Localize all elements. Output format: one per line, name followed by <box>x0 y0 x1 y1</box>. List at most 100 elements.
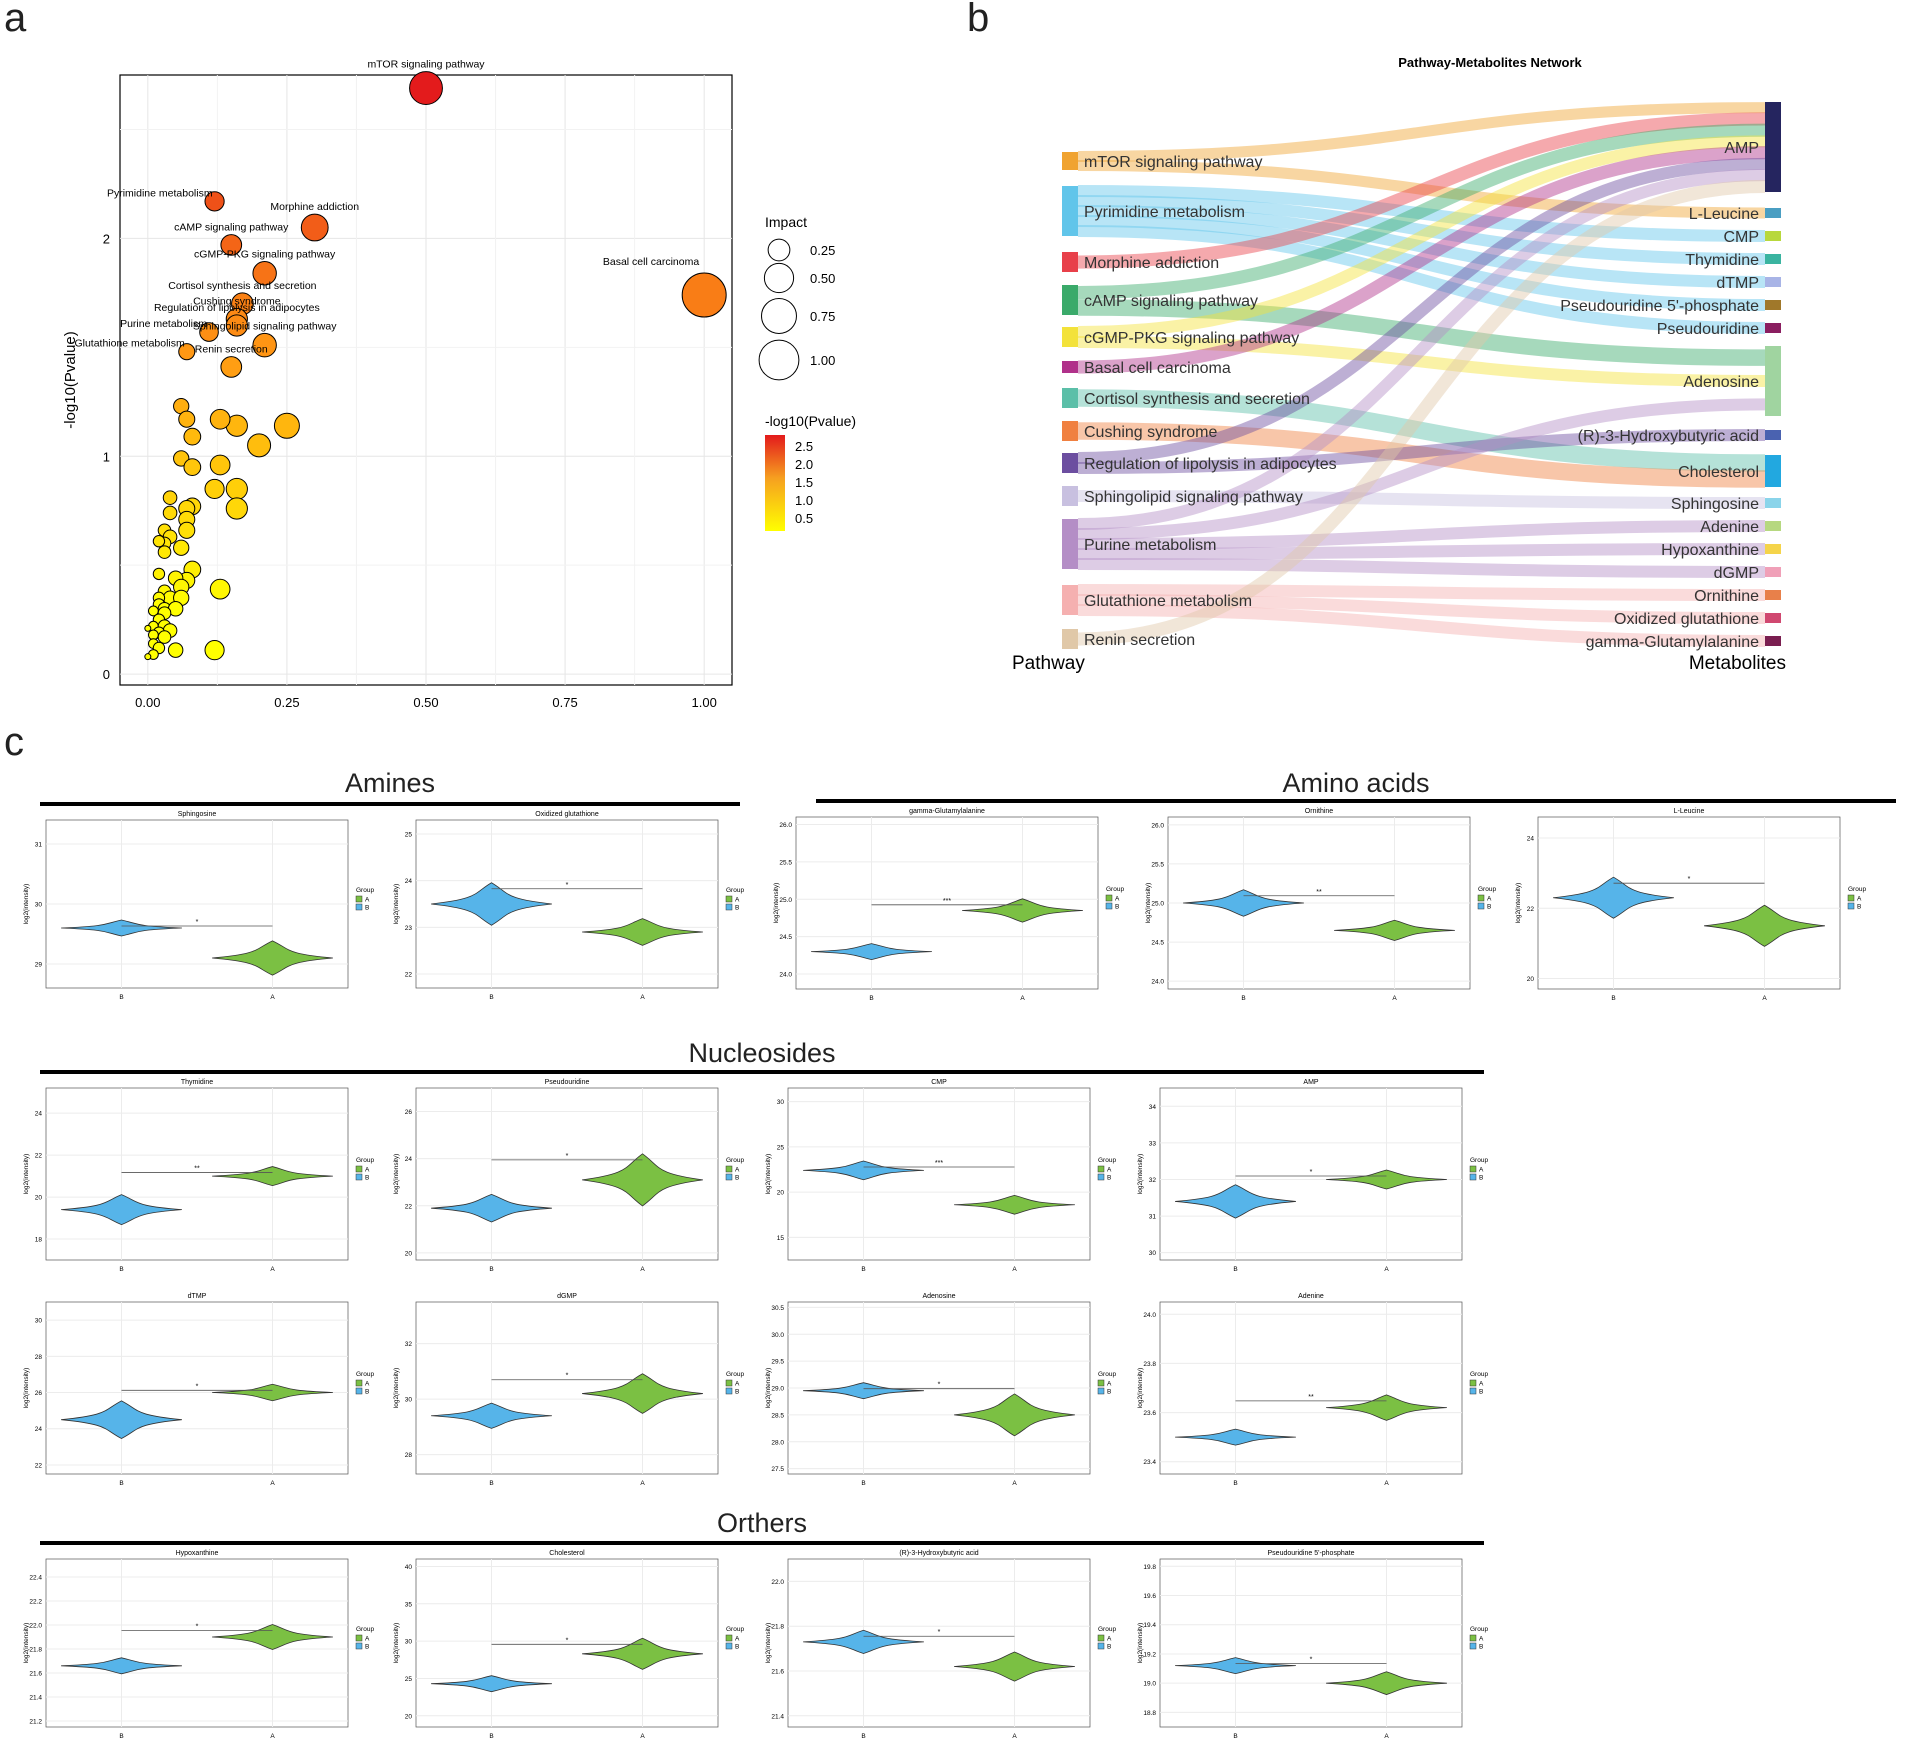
y-tick-label: 2 <box>103 231 110 246</box>
y-tick-label: 20 <box>35 1195 43 1202</box>
metabolite-label: dGMP <box>1714 565 1759 582</box>
significance-label: * <box>938 1382 941 1389</box>
x-tick-label: B <box>869 995 873 1002</box>
data-point <box>209 454 231 476</box>
sankey-link <box>1077 422 1766 488</box>
violin-shape <box>962 898 1083 923</box>
data-point <box>178 521 196 539</box>
size-legend-circle <box>767 238 791 262</box>
y-axis-label: -log10(Pvalue) <box>62 331 79 429</box>
y-tick-label: 28 <box>405 1452 413 1459</box>
pathway-node <box>1062 629 1078 649</box>
data-point <box>199 322 219 342</box>
legend-swatch-b <box>1097 1642 1105 1650</box>
pathway-label: Basal cell carcinoma <box>1084 360 1231 377</box>
legend-swatch-b <box>355 1173 363 1181</box>
x-tick-label: A <box>1384 1480 1389 1487</box>
sankey-link <box>1077 604 1766 647</box>
y-tick-label: 25.5 <box>1151 861 1164 868</box>
x-tick-label: A <box>640 1266 645 1273</box>
metabolite-node <box>1765 346 1781 416</box>
data-point <box>183 458 202 477</box>
y-axis-label: log2(intensity) <box>393 1368 400 1408</box>
violin-shape <box>431 882 552 926</box>
y-tick-label: 26.0 <box>779 822 792 829</box>
violin-shape <box>811 943 932 961</box>
y-tick-label: 28.0 <box>771 1439 784 1446</box>
y-tick-label: 24.5 <box>1151 940 1164 947</box>
sankey-link <box>1077 157 1766 464</box>
y-tick-label: 21.6 <box>29 1671 42 1678</box>
sankey-link <box>1077 112 1766 269</box>
significance-label: * <box>566 1373 569 1380</box>
metabolite-label: Thymidine <box>1685 252 1759 269</box>
legend-label: B <box>365 1175 369 1182</box>
y-tick-label: 22.0 <box>29 1623 42 1630</box>
legend-swatch-a <box>355 1379 363 1387</box>
y-tick-label: 33 <box>1149 1140 1157 1147</box>
sankey-left-axis-label: Pathway <box>1012 653 1085 674</box>
plot-frame <box>415 1301 719 1475</box>
y-tick-label: 35 <box>405 1601 413 1608</box>
pathway-node <box>1062 486 1078 506</box>
y-tick-label: 23.4 <box>1143 1459 1156 1466</box>
pathway-label: Morphine addiction <box>1084 255 1219 272</box>
legend-label: A <box>1479 1636 1484 1643</box>
legend-swatch-a <box>355 895 363 903</box>
y-tick-label: 22 <box>1527 906 1535 913</box>
legend-swatch-b <box>1097 1387 1105 1395</box>
data-point <box>183 427 202 446</box>
metabolite-label: Adenine <box>1700 519 1759 536</box>
legend-swatch-b <box>1469 1642 1477 1650</box>
violin-shape <box>212 940 333 976</box>
legend-label: A <box>735 1167 740 1174</box>
violin-shape <box>582 1637 703 1670</box>
significance-label: ** <box>1308 1394 1314 1401</box>
y-axis-label: log2(intensity) <box>765 1154 772 1194</box>
y-tick-label: 29.5 <box>771 1359 784 1366</box>
y-tick-label: 26.0 <box>1151 822 1164 829</box>
data-point <box>247 433 272 458</box>
y-tick-label: 32 <box>1149 1177 1157 1184</box>
metabolite-label: Adenosine <box>1683 374 1759 391</box>
legend-label: A <box>365 1636 370 1643</box>
pathway-label: Glutathione metabolism <box>1084 593 1252 610</box>
significance-label: *** <box>935 1160 943 1167</box>
legend-swatch-a <box>355 1634 363 1642</box>
legend-swatch-a <box>1469 1634 1477 1642</box>
sankey-link <box>1077 102 1766 163</box>
metabolite-label: gamma-Glutamylalanine <box>1586 634 1760 651</box>
x-tick-label: B <box>1233 1480 1237 1487</box>
x-tick-label: B <box>119 1733 123 1740</box>
plot-frame <box>45 1558 349 1728</box>
data-point <box>225 497 248 520</box>
data-point <box>220 356 243 378</box>
legend-label: A <box>1107 1167 1112 1174</box>
metabolite-label: L-Leucine <box>1689 206 1759 223</box>
y-tick-label: 20 <box>405 1713 413 1720</box>
x-tick-label: A <box>640 1733 645 1740</box>
section-rule-amines <box>40 802 740 806</box>
metabolite-node <box>1765 254 1781 264</box>
legend-title: Group <box>726 1157 744 1164</box>
metabolite-label: dTMP <box>1716 275 1759 292</box>
point-label: Cushing syndrome <box>193 295 281 307</box>
pathway-label: cAMP signaling pathway <box>1084 293 1258 310</box>
y-tick-label: 25 <box>777 1144 785 1151</box>
violin-shape <box>61 1657 182 1675</box>
legend-label: B <box>1479 1175 1483 1182</box>
y-tick-label: 34 <box>1149 1104 1157 1111</box>
legend-label: B <box>1107 1389 1111 1396</box>
legend-swatch-a <box>725 1634 733 1642</box>
violin-shape <box>954 1194 1075 1215</box>
legend-swatch-b <box>355 1387 363 1395</box>
significance-label: ** <box>194 1166 200 1173</box>
violin-title: Hypoxanthine <box>176 1550 219 1557</box>
y-axis-label: log2(intensity) <box>1137 1154 1144 1194</box>
point-label: Basal cell carcinoma <box>603 256 699 268</box>
legend-swatch-b <box>725 1173 733 1181</box>
legend-label: B <box>1107 1175 1111 1182</box>
